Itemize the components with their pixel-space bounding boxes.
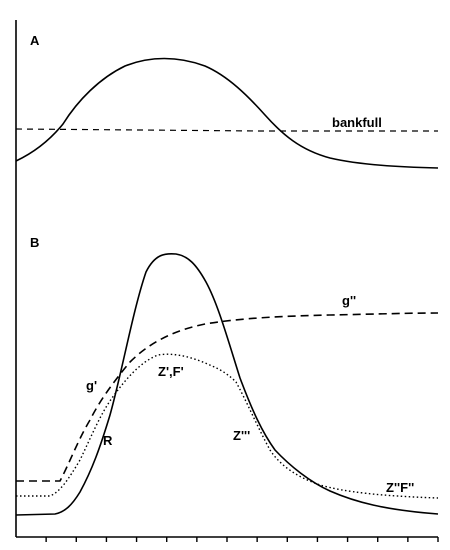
panel-b-label: B [30,235,39,250]
panel-b-solid-hydrograph [15,252,439,516]
bankfull-label: bankfull [332,115,382,130]
z-triple-prime-label: Z''' [233,428,250,443]
z-f-prime-label: Z',F' [158,364,184,379]
g-double-prime-label: g'' [342,293,356,308]
panel-b-dashed-g-curve [16,312,439,482]
r-label: R [103,433,113,448]
panel-a-stage-curve [15,57,439,169]
g-prime-label: g' [86,378,97,393]
panel-a-bankfull-line [15,128,438,132]
z-f-double-prime-label: Z''F'' [386,480,414,495]
panel-b-dotted-zf-curve [16,353,439,499]
panel-a-label: A [30,33,40,48]
x-axis-ticks [45,537,439,542]
